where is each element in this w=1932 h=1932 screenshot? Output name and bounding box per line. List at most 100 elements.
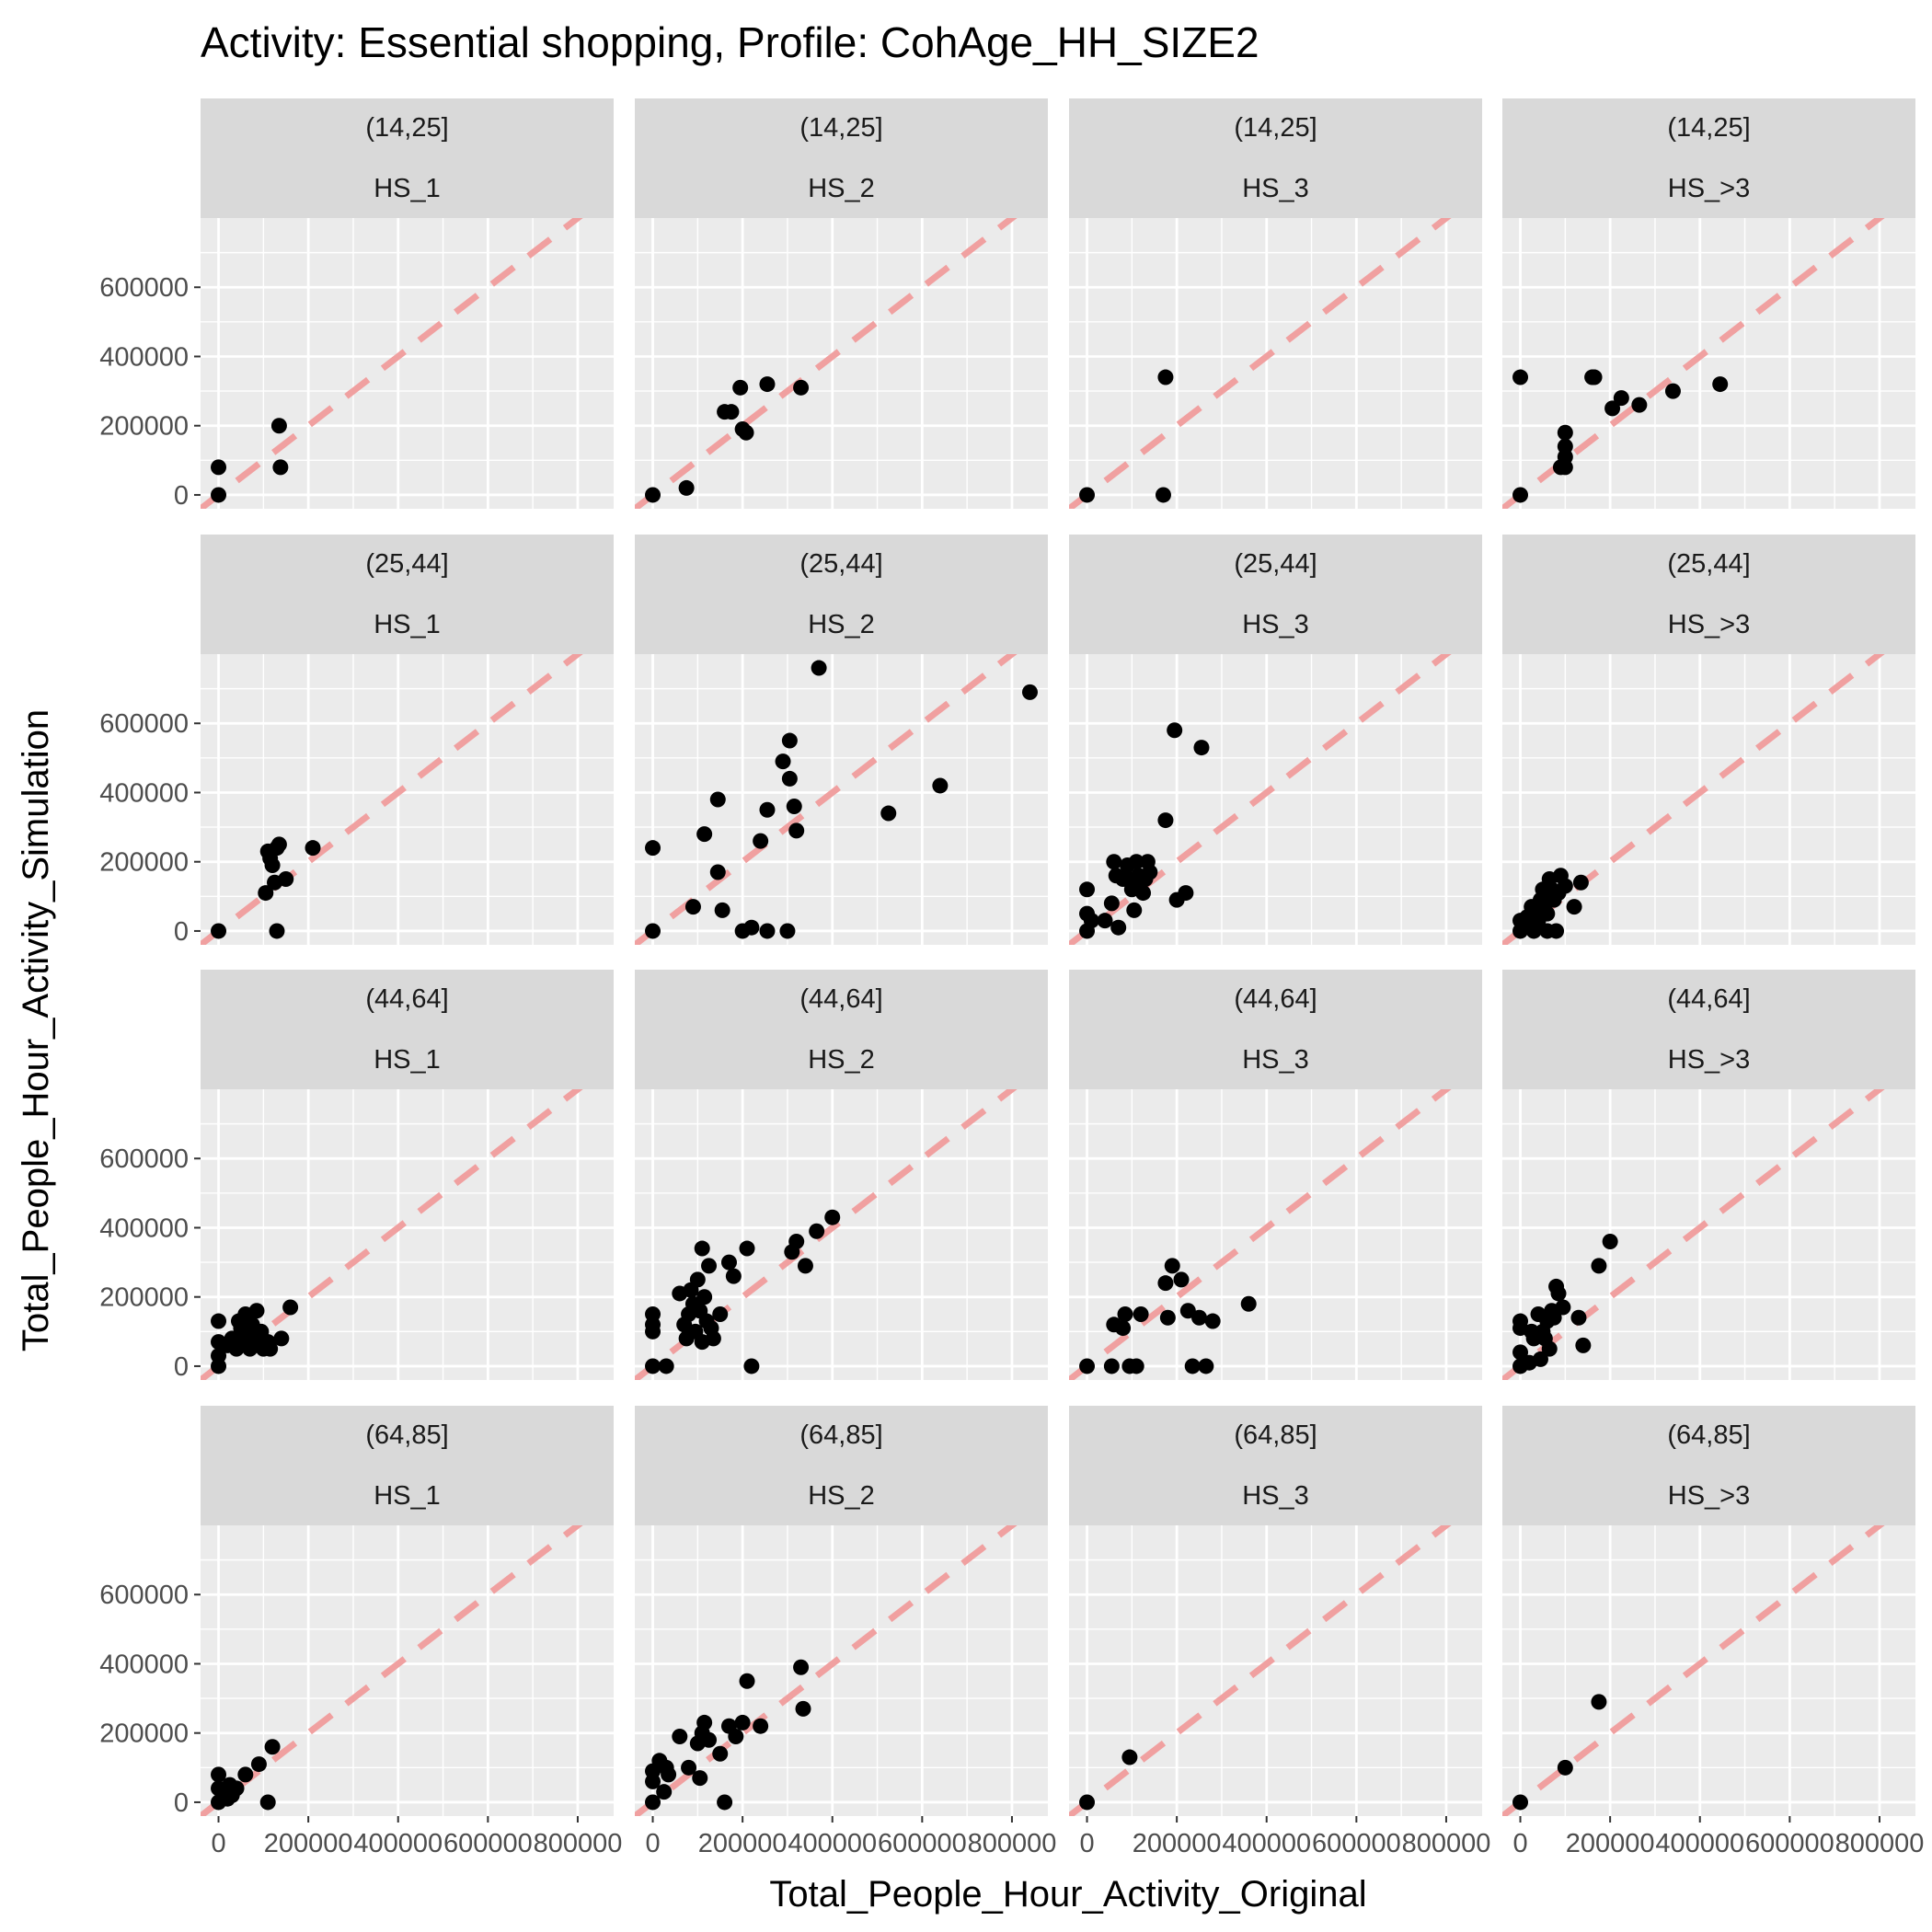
x-tick-label: 400000 [353, 1829, 443, 1858]
x-tick-label: 600000 [1312, 1829, 1401, 1858]
facet-label-age: (14,25] [1667, 113, 1750, 143]
facet-label-age: (25,44] [1234, 549, 1317, 579]
plot-background [201, 654, 614, 945]
x-tick-label: 0 [1512, 1829, 1527, 1858]
y-tick-label: 0 [174, 1788, 189, 1818]
data-point [1083, 913, 1099, 929]
data-point [788, 822, 805, 839]
data-point [732, 379, 749, 396]
data-point [1021, 684, 1038, 700]
facet-label-age: (14,25] [365, 113, 448, 143]
y-tick-label: 200000 [99, 1283, 189, 1313]
plot-area [1069, 1525, 1482, 1816]
reference-line [1502, 1089, 1885, 1380]
plot-area [201, 1089, 614, 1380]
data-point [759, 376, 776, 393]
data-point [1157, 1275, 1174, 1292]
data-point [795, 1700, 811, 1717]
data-point [1155, 487, 1171, 503]
x-tick-label: 800000 [534, 1829, 623, 1858]
data-point [739, 1240, 755, 1257]
data-point [1555, 1299, 1571, 1316]
data-point [743, 919, 760, 936]
plot-area [635, 1525, 1048, 1816]
facet-label-hh-size: HS_1 [374, 610, 441, 639]
data-point [779, 923, 796, 939]
facet-strip [201, 535, 614, 654]
plot-area [635, 218, 1048, 509]
x-tick-label: 600000 [878, 1829, 967, 1858]
y-tick-label: 400000 [99, 1213, 189, 1243]
data-point [1532, 1351, 1548, 1367]
facet-strip [201, 98, 614, 218]
data-point [1191, 1309, 1208, 1326]
data-point [709, 864, 726, 880]
data-point [1570, 1309, 1587, 1326]
data-point [753, 833, 769, 849]
facet-label-age: (14,25] [799, 113, 882, 143]
x-tick-label: 400000 [1655, 1829, 1744, 1858]
data-point [645, 487, 661, 503]
data-point [645, 1794, 661, 1811]
data-point [786, 799, 802, 815]
x-tick-label: 200000 [1133, 1829, 1222, 1858]
facet-label-age: (25,44] [1667, 549, 1750, 579]
y-tick-label: 0 [174, 481, 189, 511]
data-point [684, 899, 701, 915]
plot-background [1069, 218, 1482, 509]
data-point [712, 1306, 729, 1323]
facet-label-hh-size: HS_3 [1242, 174, 1309, 203]
data-point [211, 1313, 227, 1329]
y-axis-title: Total_People_Hour_Activity_Simulation [16, 709, 56, 1351]
reference-line [1502, 1525, 1885, 1816]
data-point [248, 1303, 265, 1319]
data-point [1512, 369, 1529, 385]
data-point [270, 836, 287, 853]
data-point [211, 487, 227, 503]
reference-line [1069, 1525, 1452, 1816]
data-point [696, 1714, 713, 1731]
reference-line [1069, 1089, 1452, 1380]
data-point [1157, 369, 1174, 385]
facet-strip [635, 1406, 1048, 1525]
data-point [250, 1756, 267, 1773]
facet-panel: (25,44] HS_3 [1069, 535, 1482, 945]
reference-line [1069, 654, 1452, 945]
data-point [753, 1718, 769, 1734]
data-point [645, 1358, 661, 1374]
data-point [1575, 1337, 1592, 1353]
x-tick-label: 400000 [1222, 1829, 1311, 1858]
data-point [781, 732, 798, 749]
y-tick-label: 200000 [99, 1719, 189, 1749]
data-point [1198, 1358, 1214, 1374]
data-point [1557, 878, 1573, 894]
y-tick-label: 200000 [99, 412, 189, 442]
data-point [305, 840, 321, 857]
facet-panel: (14,25] HS_3 [1069, 98, 1482, 509]
facet-panel: (14,25] HS_>3 [1502, 98, 1915, 509]
facet-panel: (25,44] HS_1 [201, 535, 614, 945]
chart-title: Activity: Essential shopping, Profile: C… [201, 18, 1259, 66]
facet-label-hh-size: HS_2 [808, 610, 875, 639]
plot-background [1069, 1525, 1482, 1816]
data-point [259, 1794, 276, 1811]
facet-strip [1502, 1406, 1915, 1525]
data-point [793, 379, 810, 396]
facet-panel: (14,25] HS_1 [201, 98, 614, 509]
data-point [1572, 874, 1589, 891]
x-axis-tick-labels: 0 200000 400000 600000 800000 0 200000 400000 60… [211, 1816, 1924, 1858]
data-point [701, 1258, 718, 1274]
facet-strip [1069, 535, 1482, 654]
facet-label-hh-size: HS_>3 [1668, 1481, 1750, 1511]
facet-label-hh-size: HS_>3 [1668, 174, 1750, 203]
facet-label-hh-size: HS_1 [374, 1481, 441, 1511]
reference-line [635, 1089, 1018, 1380]
data-point [880, 805, 897, 822]
facet-label-hh-size: HS_1 [374, 174, 441, 203]
x-tick-label: 600000 [443, 1829, 533, 1858]
data-point [759, 923, 776, 939]
data-point [720, 1254, 737, 1271]
data-point [701, 1731, 718, 1748]
data-point [1079, 1358, 1096, 1374]
data-point [645, 1323, 661, 1340]
